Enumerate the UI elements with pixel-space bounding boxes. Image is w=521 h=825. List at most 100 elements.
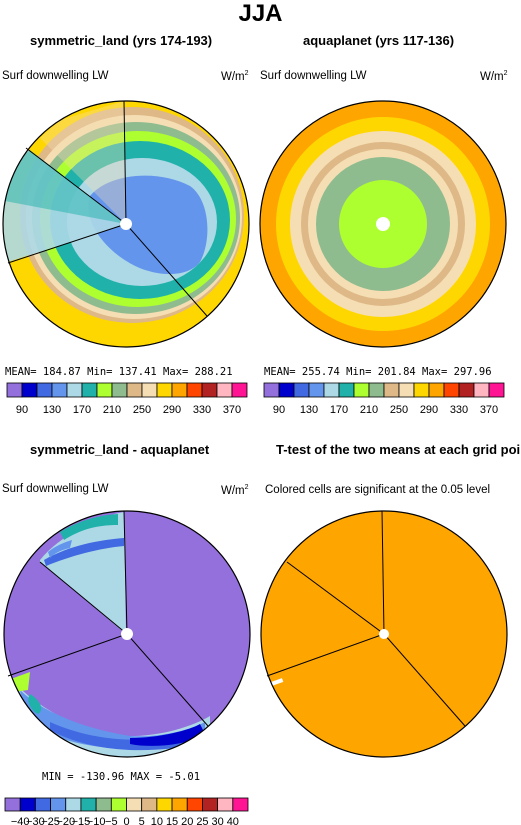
colorbar-1-swatch <box>111 382 128 398</box>
colorbar-3-tick-label: 25 <box>196 816 208 825</box>
colorbar-3-swatch <box>126 797 143 812</box>
colorbar-3-tick-label: 5 <box>139 816 145 825</box>
colorbar-1-tick-label: 250 <box>133 404 151 416</box>
colorbar-2-swatch <box>383 382 400 398</box>
colorbar-3-swatch <box>110 797 127 812</box>
colorbar-3-tick-label: 0 <box>123 816 129 825</box>
panel-1-stats: MEAN= 184.87 Min= 137.41 Max= 288.21 <box>5 366 233 378</box>
colorbar-3-tick-label: −20 <box>56 816 75 825</box>
colorbar-2-swatch <box>353 382 370 398</box>
colorbar-3-tick-label: 10 <box>151 816 163 825</box>
panel-4-meridian-b <box>286 561 385 635</box>
panel-3-meridian-d <box>126 633 209 727</box>
colorbar-2-swatch <box>443 382 460 398</box>
colorbar-1-swatch <box>201 382 218 398</box>
colorbar-3-swatch <box>19 797 36 812</box>
colorbar-3-tick-label: −5 <box>105 816 118 825</box>
colorbar-2-swatch <box>293 382 310 398</box>
panel-1-variable-label: Surf downwelling LW <box>2 70 109 82</box>
panel-1-meridian-b <box>25 147 127 225</box>
colorbar-2-swatch <box>308 382 325 398</box>
panel-4-meridian-d <box>383 633 466 727</box>
colorbar-1-swatch <box>171 382 188 398</box>
colorbar-1-swatch <box>36 382 53 398</box>
panel-2-stats: MEAN= 255.74 Min= 201.84 Max= 297.96 <box>264 366 492 378</box>
colorbar-3-swatch <box>232 797 249 812</box>
colorbar-1-swatch <box>81 382 98 398</box>
panel-2-pole-hole <box>376 217 390 231</box>
panel-3-units: W/m2 <box>221 484 249 497</box>
colorbar-1-tick-label: 90 <box>16 404 28 416</box>
colorbar-2-swatch <box>338 382 355 398</box>
colorbar-3-tick-label: −40 <box>11 816 30 825</box>
colorbar-2-tick-label: 330 <box>450 404 468 416</box>
panel-4-meridian-c <box>266 633 385 677</box>
panel-4-boundary <box>260 510 508 758</box>
colorbar-3-swatch <box>186 797 203 812</box>
colorbar-1-swatch <box>231 382 248 398</box>
panel-3-title: symmetric_land - aquaplanet <box>30 442 210 457</box>
colorbar-3-tick-label: −10 <box>87 816 106 825</box>
colorbar-2-swatch <box>413 382 430 398</box>
panel-4-meridian-a <box>381 510 385 635</box>
colorbar-3-swatch <box>65 797 82 812</box>
panel-1-boundary <box>2 100 250 348</box>
colorbar-2-tick-label: 130 <box>300 404 318 416</box>
colorbar-3-swatch <box>4 797 21 812</box>
panel-1-units: W/m2 <box>221 70 249 83</box>
panel-3-pole-hole <box>121 628 133 640</box>
panel-4-pole-hole <box>379 629 389 639</box>
colorbar-3-tick-label: −15 <box>72 816 91 825</box>
colorbar-2-swatch <box>428 382 445 398</box>
panel-3-boundary <box>3 510 251 758</box>
colorbar-3-swatch <box>156 797 173 812</box>
colorbar-2-tick-label: 250 <box>390 404 408 416</box>
panel-2-title: aquaplanet (yrs 117-136) <box>303 33 455 48</box>
colorbar-3-swatch <box>202 797 219 812</box>
colorbar-3-tick-label: 20 <box>181 816 193 825</box>
panel-2-boundary <box>259 100 507 348</box>
panel-3-stats: MIN = -130.96 MAX = -5.01 <box>42 771 201 783</box>
colorbar-3-swatch <box>217 797 234 812</box>
colorbar-1-swatch <box>156 382 173 398</box>
colorbar-3-swatch <box>80 797 97 812</box>
panel-3-meridian-b <box>39 561 128 635</box>
colorbar-2-swatch <box>488 382 505 398</box>
colorbar-2-tick-label: 90 <box>273 404 285 416</box>
panel-3-meridian-c <box>7 633 128 677</box>
colorbar-3-swatch <box>34 797 51 812</box>
panel-4-note: Colored cells are significant at the 0.0… <box>265 484 491 496</box>
colorbar-3-tick-label: 40 <box>227 816 239 825</box>
colorbar-2-swatch <box>263 382 280 398</box>
colorbar-3-tick-label: 15 <box>166 816 178 825</box>
panel-3-meridian-a <box>123 510 128 635</box>
colorbar-2-swatch <box>323 382 340 398</box>
colorbar-1-tick-label: 290 <box>163 404 181 416</box>
colorbar-2-tick-label: 370 <box>480 404 498 416</box>
colorbar-2-tick-label: 170 <box>330 404 348 416</box>
colorbar-1-swatch <box>96 382 113 398</box>
colorbar-1-tick-label: 370 <box>223 404 241 416</box>
colorbar-3-swatch <box>50 797 67 812</box>
colorbar-3-swatch <box>95 797 112 812</box>
colorbar-1-tick-label: 330 <box>193 404 211 416</box>
colorbar-1-swatch <box>141 382 158 398</box>
colorbar-3-swatch <box>141 797 158 812</box>
colorbar-1-swatch <box>51 382 68 398</box>
panel-3-variable-label: Surf downwelling LW <box>2 483 109 495</box>
panel-1-meridian-d <box>125 223 208 317</box>
colorbar-1-tick-label: 170 <box>73 404 91 416</box>
colorbar-2-swatch <box>278 382 295 398</box>
panel-1-pole-hole <box>120 218 132 230</box>
figure-title: JJA <box>238 0 283 27</box>
colorbar-1-swatch <box>66 382 83 398</box>
colorbar-2-tick-label: 290 <box>420 404 438 416</box>
colorbar-2-swatch <box>458 382 475 398</box>
colorbar-3-tick-label: −30 <box>26 816 45 825</box>
colorbar-2-swatch <box>398 382 415 398</box>
colorbar-3-swatch <box>171 797 188 812</box>
panel-4-title: T-test of the two means at each grid poi… <box>276 442 521 457</box>
colorbar-2-tick-label: 210 <box>360 404 378 416</box>
colorbar-1-swatch <box>216 382 233 398</box>
colorbar-1-swatch <box>6 382 23 398</box>
